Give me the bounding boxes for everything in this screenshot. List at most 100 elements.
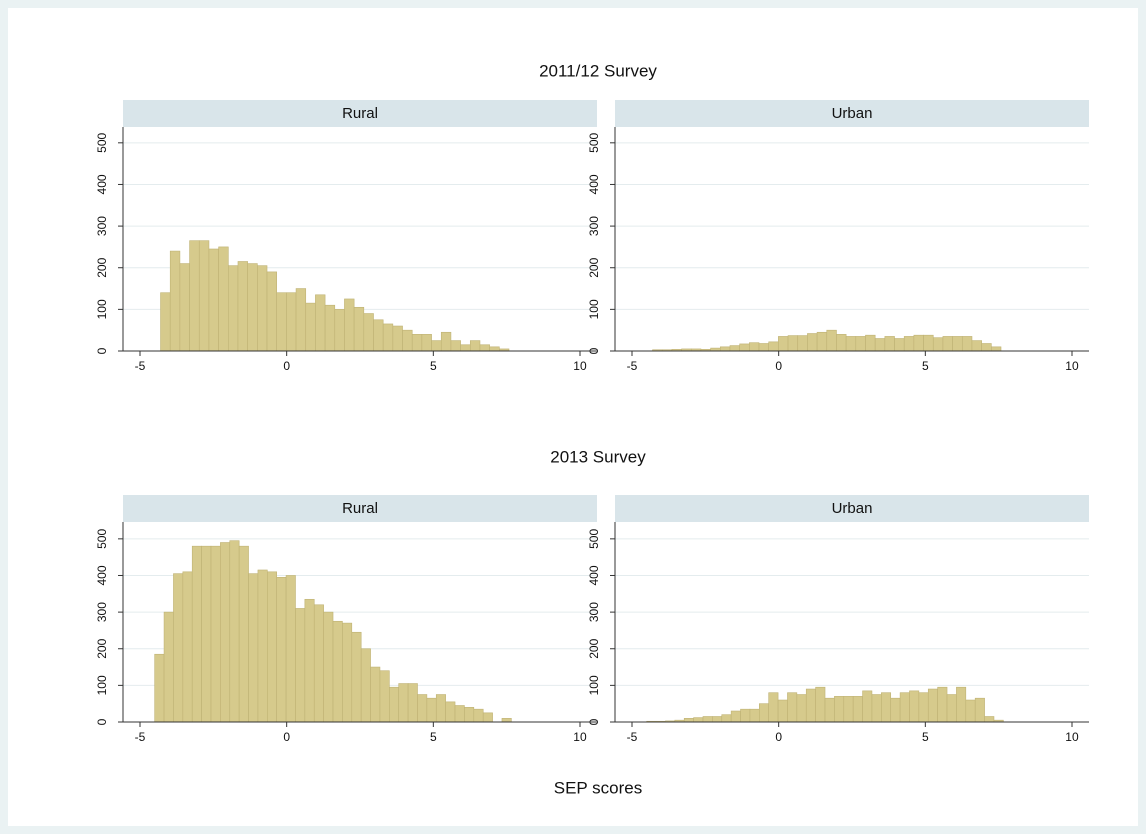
x-axis-title: SEP scores bbox=[554, 778, 643, 797]
bar bbox=[946, 694, 957, 723]
bar bbox=[402, 329, 413, 352]
bar bbox=[469, 340, 481, 352]
bar bbox=[834, 696, 845, 723]
bar bbox=[208, 248, 219, 352]
bar bbox=[720, 346, 731, 352]
bar bbox=[189, 240, 200, 352]
bar bbox=[918, 692, 929, 723]
bar bbox=[749, 342, 760, 352]
bar bbox=[218, 246, 229, 352]
bar bbox=[501, 718, 512, 723]
bar bbox=[445, 701, 456, 723]
y-tick-label: 300 bbox=[587, 602, 601, 622]
bar bbox=[435, 694, 446, 723]
bar bbox=[379, 670, 390, 723]
bar bbox=[952, 336, 963, 352]
y-tick-label: 400 bbox=[587, 565, 601, 585]
bar bbox=[201, 545, 212, 723]
bar bbox=[237, 261, 248, 352]
bar bbox=[398, 683, 409, 723]
bar bbox=[163, 611, 174, 723]
bar bbox=[852, 696, 863, 723]
y-tick-label: 500 bbox=[587, 529, 601, 549]
bar bbox=[248, 573, 259, 723]
bar bbox=[179, 263, 190, 352]
y-tick-label: 0 bbox=[95, 718, 109, 725]
bar bbox=[984, 716, 995, 723]
bar bbox=[479, 344, 490, 352]
y-tick-label: 500 bbox=[95, 529, 109, 549]
x-tick-label: 0 bbox=[775, 359, 782, 373]
bar bbox=[220, 542, 231, 723]
bar bbox=[323, 611, 334, 723]
x-tick-label: 5 bbox=[430, 359, 437, 373]
bar bbox=[826, 329, 837, 352]
bar bbox=[360, 648, 371, 723]
y-tick-label: 200 bbox=[95, 257, 109, 277]
bar bbox=[295, 608, 306, 723]
bar bbox=[382, 323, 394, 352]
bar bbox=[768, 341, 779, 352]
bar bbox=[965, 699, 976, 723]
bar bbox=[759, 703, 769, 723]
panel-title: Rural bbox=[342, 105, 378, 122]
bar bbox=[324, 304, 336, 352]
x-tick-label: 5 bbox=[922, 730, 929, 744]
bar bbox=[182, 571, 193, 723]
y-tick-label: 0 bbox=[587, 347, 601, 354]
bar bbox=[923, 334, 934, 352]
y-tick-label: 400 bbox=[587, 174, 601, 194]
bar bbox=[816, 331, 828, 352]
x-tick-label: 10 bbox=[573, 359, 587, 373]
y-tick-label: 100 bbox=[587, 675, 601, 695]
bar bbox=[787, 692, 798, 723]
panel-title: Urban bbox=[832, 105, 873, 122]
y-tick-label: 500 bbox=[587, 132, 601, 152]
bar bbox=[903, 336, 915, 352]
y-tick-label: 500 bbox=[95, 132, 109, 152]
bar bbox=[974, 697, 985, 723]
bar bbox=[721, 714, 732, 723]
bar bbox=[805, 688, 816, 723]
bar bbox=[927, 688, 938, 723]
y-tick-label: 300 bbox=[95, 602, 109, 622]
bar bbox=[899, 692, 910, 723]
panel-header bbox=[615, 495, 1089, 522]
bar bbox=[881, 692, 892, 723]
x-tick-label: 0 bbox=[283, 730, 290, 744]
bar bbox=[407, 683, 418, 723]
bar bbox=[276, 577, 287, 723]
bar bbox=[824, 697, 835, 723]
bar bbox=[160, 292, 171, 352]
y-tick-label: 200 bbox=[587, 638, 601, 658]
bar bbox=[344, 298, 355, 352]
bar bbox=[417, 694, 428, 723]
panel-header bbox=[123, 100, 597, 127]
bar bbox=[693, 717, 704, 723]
bar bbox=[749, 708, 760, 723]
panel-header bbox=[123, 495, 597, 522]
y-tick-label: 0 bbox=[95, 347, 109, 354]
bar bbox=[266, 271, 277, 352]
bar bbox=[890, 697, 901, 723]
y-tick-label: 300 bbox=[95, 216, 109, 236]
row-title: 2013 Survey bbox=[550, 447, 646, 466]
bar bbox=[389, 686, 400, 723]
bar bbox=[740, 708, 751, 723]
bar bbox=[363, 313, 374, 352]
bar bbox=[845, 336, 857, 352]
bar bbox=[729, 345, 740, 352]
bar bbox=[257, 265, 268, 352]
bar bbox=[304, 598, 315, 723]
bar bbox=[932, 337, 944, 352]
bar bbox=[702, 716, 713, 723]
y-tick-label: 100 bbox=[95, 299, 109, 319]
bar bbox=[154, 653, 165, 723]
bar bbox=[473, 708, 484, 723]
bar bbox=[489, 346, 500, 352]
bar bbox=[210, 545, 221, 723]
x-tick-label: 0 bbox=[283, 359, 290, 373]
bar bbox=[894, 338, 905, 352]
bar bbox=[843, 696, 854, 723]
